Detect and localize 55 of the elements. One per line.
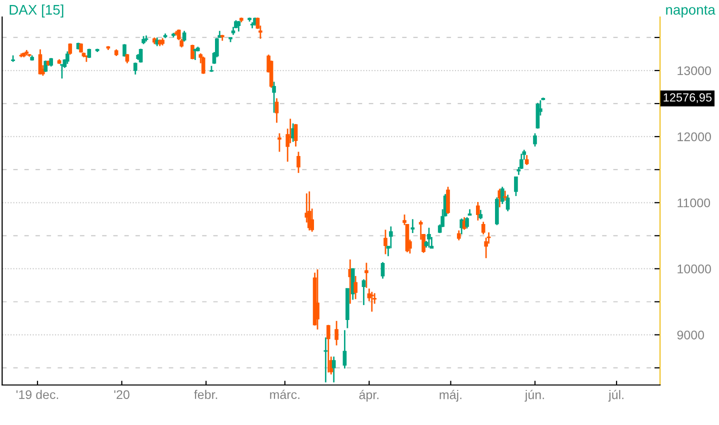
y-tick-label: 11000 [678, 198, 710, 208]
candlestick [324, 336, 328, 384]
candlestick [125, 53, 130, 64]
y-tick-label: 12000 [678, 132, 711, 142]
y-tick-label: 10000 [678, 264, 711, 274]
candlestick [316, 268, 320, 330]
chart-title: DAX [15] [10, 4, 64, 18]
candlestick [278, 132, 282, 152]
candlestick [446, 186, 450, 215]
candlestick [514, 176, 518, 197]
candlestick [342, 329, 347, 370]
candlestick [533, 132, 537, 148]
x-tick-label: '19 dec. [16, 390, 58, 400]
y-tick-label: 9000 [677, 330, 704, 340]
x-tick-label: '20 [114, 390, 130, 400]
text: 12576,95 [664, 93, 712, 104]
candlestick [60, 64, 64, 80]
candlestick [410, 218, 415, 234]
text: naponta [666, 6, 716, 18]
candlestick [478, 209, 483, 220]
candlestick [182, 30, 186, 42]
candlestick [364, 262, 368, 289]
candlestick [87, 48, 92, 59]
x-tick-label: ápr. [359, 390, 378, 402]
candlestick [201, 56, 206, 75]
candlestick [122, 43, 126, 58]
candlestick [274, 98, 279, 124]
x-tick-label: jún. [524, 390, 544, 402]
candlestick [384, 229, 388, 255]
candlestick [388, 226, 393, 249]
candlestick [332, 356, 336, 384]
candlestick [354, 275, 358, 300]
candlestick [370, 291, 374, 312]
x-tick-label: júl. [608, 390, 624, 402]
x-tick-label: máj. [440, 390, 462, 402]
candlestick [456, 230, 461, 242]
candlestick [133, 62, 138, 76]
x-tick-label: márc. [270, 390, 300, 400]
candlestick [334, 320, 338, 346]
candlestick [362, 278, 366, 306]
candlestick [476, 201, 480, 222]
x-tick-label: febr. [194, 390, 218, 400]
candlestick [427, 227, 431, 248]
candlestick [326, 324, 330, 374]
y-tick-label: 13000 [678, 66, 711, 76]
candlestick [65, 50, 70, 65]
candlestick [296, 151, 300, 174]
candlestick [481, 221, 486, 236]
candlestick [380, 261, 385, 280]
candlestick [294, 123, 298, 148]
candlestick [503, 190, 507, 202]
candlestick [138, 48, 143, 64]
candlestick [484, 236, 488, 259]
candlestick [190, 44, 194, 60]
candlestick [272, 81, 276, 114]
